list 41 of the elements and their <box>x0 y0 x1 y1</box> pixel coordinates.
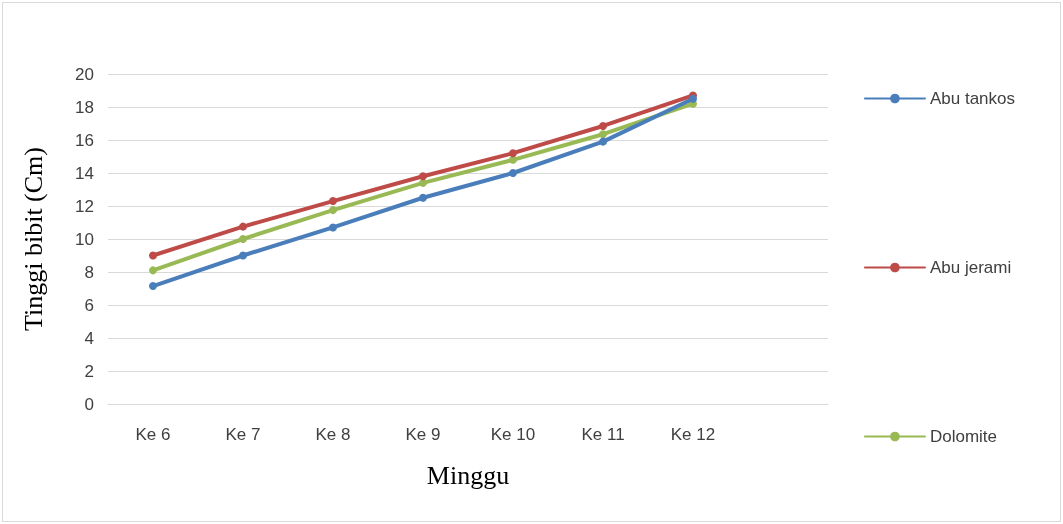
y-tick-label: 10 <box>75 229 94 249</box>
point <box>509 169 517 177</box>
point <box>329 223 337 232</box>
point <box>599 121 607 130</box>
y-tick-label: 18 <box>75 97 94 117</box>
point <box>599 137 607 146</box>
y-tick-label: 14 <box>75 163 94 183</box>
y-tick-label: 8 <box>84 262 94 282</box>
point <box>329 197 337 206</box>
point <box>149 266 157 275</box>
point <box>329 206 337 215</box>
x-tick-label: Ke 11 <box>581 425 625 444</box>
point <box>419 193 427 202</box>
legend-label: Abu jerami <box>929 258 1012 277</box>
legend-label: Abu tankos <box>929 89 1015 108</box>
point <box>599 130 607 139</box>
legend-label: Dolomite <box>929 427 998 446</box>
x-tick-label: Ke 10 <box>490 425 536 444</box>
point <box>239 251 247 260</box>
y-tick-label: 0 <box>84 394 94 414</box>
point <box>149 251 157 260</box>
point <box>239 222 247 231</box>
y-tick-label: 20 <box>75 64 94 84</box>
point <box>149 282 157 291</box>
x-tick-label: Ke 8 <box>315 425 351 444</box>
y-tick-label: 4 <box>84 328 94 348</box>
y-tick-label: 16 <box>75 130 94 150</box>
y-tick-label: 6 <box>84 295 94 315</box>
point <box>419 178 427 187</box>
x-tick-label: Ke 7 <box>225 425 261 444</box>
point <box>239 235 247 243</box>
y-axis-title: Tinggi bibit (Cm) <box>18 147 48 331</box>
y-tick-label: 12 <box>75 196 94 216</box>
x-axis-title: Minggu <box>426 460 510 490</box>
x-tick-label: Ke 6 <box>135 425 171 444</box>
y-tick-label: 2 <box>84 361 94 381</box>
x-tick-label: Ke 12 <box>670 425 716 444</box>
x-tick-label: Ke 9 <box>405 425 441 444</box>
point <box>419 172 427 181</box>
point <box>509 149 517 158</box>
point <box>509 155 517 164</box>
